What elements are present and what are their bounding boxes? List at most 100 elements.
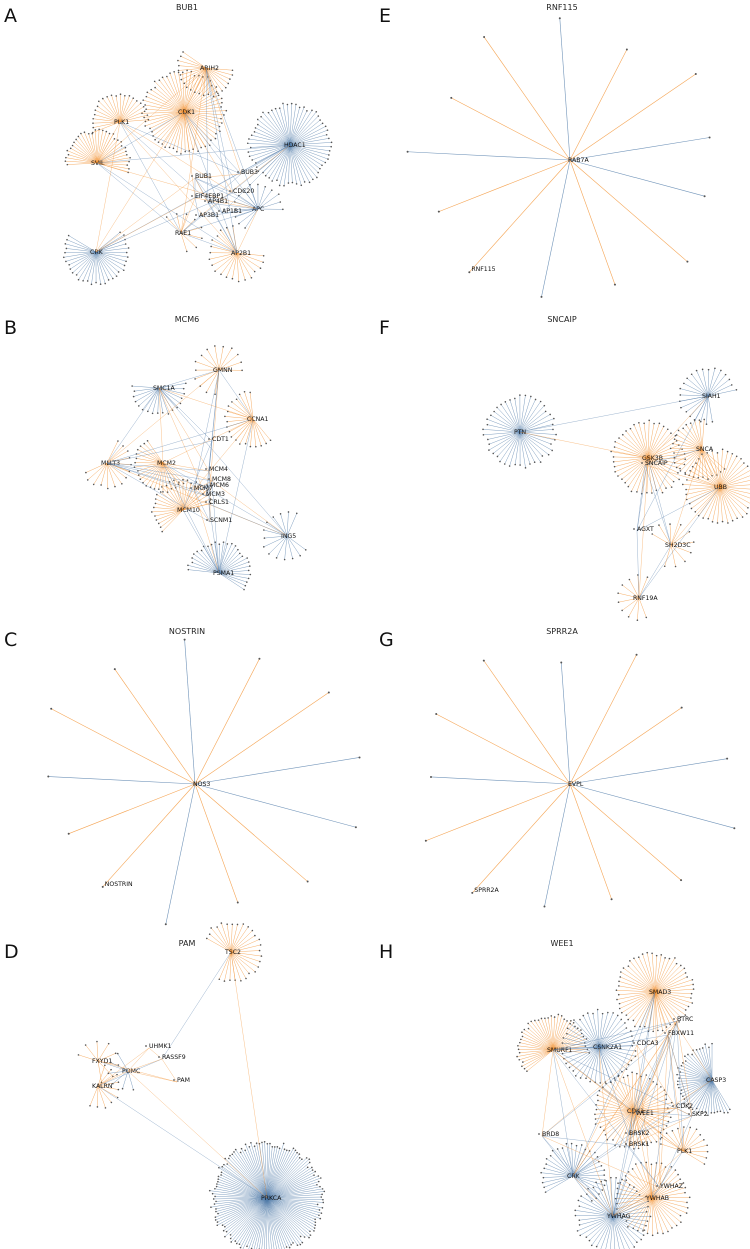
leaf-node — [234, 1148, 237, 1151]
node — [429, 775, 432, 778]
edge — [619, 991, 656, 1004]
leaf-node — [62, 256, 65, 259]
leaf-node — [746, 465, 749, 468]
leaf-node — [657, 1029, 659, 1032]
leaf-node — [124, 94, 126, 97]
leaf-node — [117, 139, 119, 141]
leaf-node — [254, 971, 256, 973]
leaf-node — [182, 478, 184, 481]
edge — [541, 1020, 678, 1137]
edge — [180, 67, 207, 234]
edge — [509, 399, 521, 433]
leaf-node — [321, 1207, 324, 1209]
edge — [469, 159, 571, 273]
leaf-node — [690, 551, 692, 554]
leaf-node — [314, 1170, 316, 1173]
edge — [266, 1186, 321, 1199]
edge — [621, 991, 656, 1013]
node — [50, 707, 53, 710]
leaf-node — [231, 1153, 234, 1156]
leaf-node — [211, 239, 213, 241]
leaf-node — [231, 542, 233, 545]
edge — [64, 251, 97, 253]
leaf-node — [226, 410, 229, 413]
edge — [682, 484, 721, 488]
leaf-node — [520, 1038, 522, 1041]
leaf-node — [679, 1071, 682, 1073]
edge — [205, 67, 234, 194]
leaf-node — [318, 1209, 321, 1211]
edge — [127, 1070, 268, 1199]
leaf-node — [124, 146, 127, 149]
edge — [205, 67, 209, 95]
leaf-node — [231, 69, 234, 72]
edge — [137, 462, 164, 472]
leaf-node — [645, 1074, 648, 1076]
hub-label: UBB — [714, 484, 727, 491]
node — [327, 691, 330, 694]
edge — [95, 251, 114, 279]
leaf-node — [298, 1156, 301, 1159]
edge — [96, 130, 104, 164]
edge — [569, 159, 688, 262]
edge — [95, 111, 185, 253]
edge — [289, 115, 319, 146]
edge — [686, 486, 721, 495]
leaf-node — [158, 79, 161, 81]
leaf-node — [240, 361, 243, 364]
edge — [569, 159, 705, 197]
leaf-node — [672, 480, 675, 483]
leaf-node — [569, 1022, 571, 1025]
node — [47, 775, 50, 778]
leaf-node — [216, 1183, 218, 1185]
edge — [205, 67, 242, 175]
node — [483, 36, 486, 39]
edge — [94, 114, 121, 123]
leaf-node — [214, 1195, 216, 1198]
edge — [598, 1046, 606, 1083]
leaf-node — [286, 103, 289, 106]
leaf-node — [321, 164, 323, 167]
edge — [227, 1163, 268, 1199]
edge — [706, 452, 721, 488]
leaf-node — [521, 1065, 523, 1068]
edge — [206, 349, 220, 371]
edge — [180, 232, 187, 252]
edge — [162, 462, 220, 574]
leaf-node — [561, 1042, 564, 1044]
leaf-node — [490, 414, 492, 417]
edge — [569, 49, 628, 161]
edge — [96, 154, 127, 164]
edge — [493, 431, 521, 454]
edge — [569, 758, 728, 785]
leaf-node — [196, 550, 198, 553]
leaf-node — [326, 129, 329, 131]
leaf-node — [245, 977, 247, 980]
edge — [701, 448, 721, 473]
edge — [262, 112, 291, 146]
edge — [251, 1197, 268, 1249]
leaf-node — [665, 1026, 668, 1028]
edge — [600, 1215, 614, 1249]
edge — [48, 776, 196, 785]
leaf-node — [146, 91, 149, 94]
leaf-node — [316, 1203, 319, 1206]
edge — [651, 1197, 688, 1203]
panel-letter: H — [379, 941, 393, 963]
edge — [632, 1089, 665, 1112]
leaf-node — [249, 573, 252, 576]
leaf-node — [212, 1198, 215, 1200]
leaf-node — [566, 1020, 568, 1022]
leaf-node — [210, 927, 212, 929]
leaf-node — [621, 478, 623, 480]
edge — [138, 387, 160, 407]
leaf-node — [660, 1086, 662, 1088]
edge — [193, 486, 211, 491]
edge — [598, 1034, 669, 1048]
leaf-node — [288, 1149, 291, 1152]
leaf-node — [180, 55, 182, 58]
leaf-node — [184, 150, 187, 153]
edge — [719, 449, 723, 488]
edge — [670, 544, 691, 553]
